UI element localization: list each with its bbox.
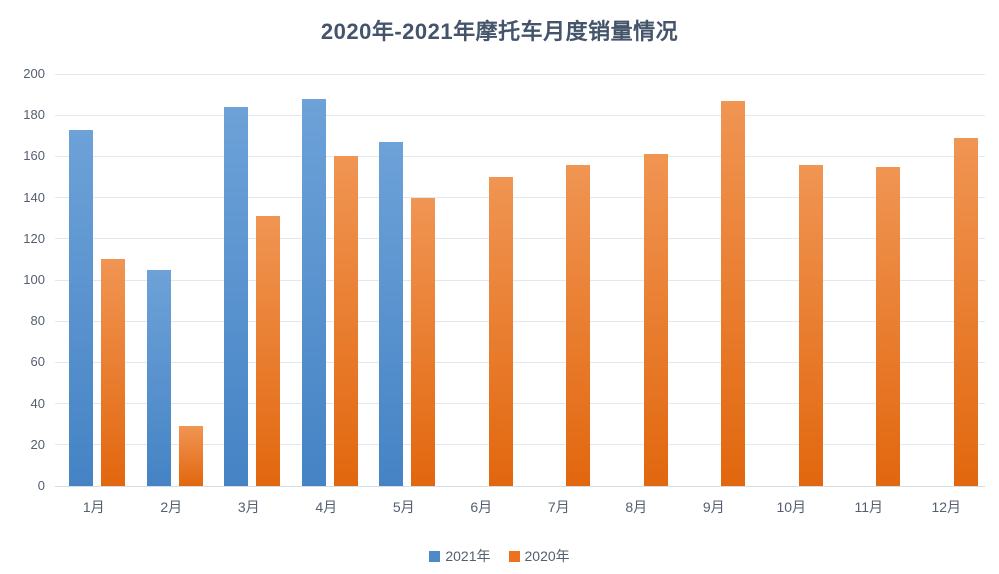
bar-2021年-4月 <box>301 98 326 486</box>
x-axis-label-9月: 9月 <box>702 499 725 515</box>
bar-2020年-3月 <box>256 216 280 486</box>
x-axis-label-1月: 1月 <box>82 499 105 515</box>
x-axis-label-7月: 7月 <box>547 499 570 515</box>
y-axis-tick-label: 40 <box>30 395 45 411</box>
gridline <box>55 155 985 157</box>
y-axis-tick-label: 20 <box>30 436 45 452</box>
y-axis-tick-label: 100 <box>23 272 45 287</box>
bar-2021年-2月 <box>146 269 171 486</box>
bar-2021年-1月 <box>69 129 93 486</box>
y-axis-tick-label: 120 <box>23 230 45 246</box>
x-axis-label-8月: 8月 <box>625 499 648 515</box>
legend-label: 2020年 <box>524 548 570 564</box>
gridline <box>55 238 985 240</box>
y-axis-tick-label: 60 <box>30 354 45 370</box>
bar-2020年-12月 <box>953 137 978 486</box>
bar-2020年-9月 <box>721 100 745 486</box>
x-axis-label-3月: 3月 <box>237 499 260 515</box>
y-axis-tick-label: 160 <box>23 148 45 164</box>
bar-2020年-10月 <box>798 164 823 486</box>
gridline <box>55 361 985 363</box>
bar-2021年-5月 <box>379 141 403 486</box>
y-axis-tick-label: 80 <box>30 313 45 329</box>
gridline <box>55 403 985 405</box>
legend-item-2020年: 2020年 <box>508 546 570 566</box>
bar-2020年-7月 <box>566 164 590 486</box>
x-axis-label-6月: 6月 <box>470 499 493 515</box>
bar-2020年-1月 <box>101 259 125 486</box>
bar-2020年-5月 <box>411 197 435 486</box>
x-axis-label-4月: 4月 <box>315 499 338 515</box>
gridline <box>55 444 985 446</box>
gridline <box>55 279 985 281</box>
bar-2020年-2月 <box>178 426 203 486</box>
bar-2021年-3月 <box>224 106 248 486</box>
gridline <box>55 114 985 116</box>
gridline <box>55 73 985 75</box>
legend-swatch-icon <box>508 550 520 562</box>
bar-2020年-8月 <box>643 154 668 486</box>
x-axis-label-5月: 5月 <box>392 499 415 515</box>
legend-swatch-icon <box>429 550 441 562</box>
y-axis-tick-label: 180 <box>23 107 45 123</box>
legend-item-2021年: 2021年 <box>429 546 491 566</box>
bar-2020年-4月 <box>333 156 358 486</box>
y-axis-tick-label: 0 <box>37 478 45 493</box>
gridline <box>55 197 985 199</box>
bar-2020年-11月 <box>876 166 900 486</box>
x-axis-label-2月: 2月 <box>160 499 183 515</box>
bar-2020年-6月 <box>488 177 513 486</box>
x-axis-label-12月: 12月 <box>931 499 962 515</box>
y-axis-tick-label: 200 <box>23 66 45 81</box>
chart-legend: 2021年 2020年 <box>0 546 999 566</box>
x-axis-label-11月: 11月 <box>854 499 884 515</box>
chart-title: 2020年-2021年摩托车月度销量情况 <box>320 19 679 44</box>
y-axis-tick-label: 140 <box>23 189 45 205</box>
x-axis-label-10月: 10月 <box>776 499 807 515</box>
legend-label: 2021年 <box>445 548 491 564</box>
x-axis-baseline <box>55 485 985 487</box>
gridline <box>55 320 985 322</box>
